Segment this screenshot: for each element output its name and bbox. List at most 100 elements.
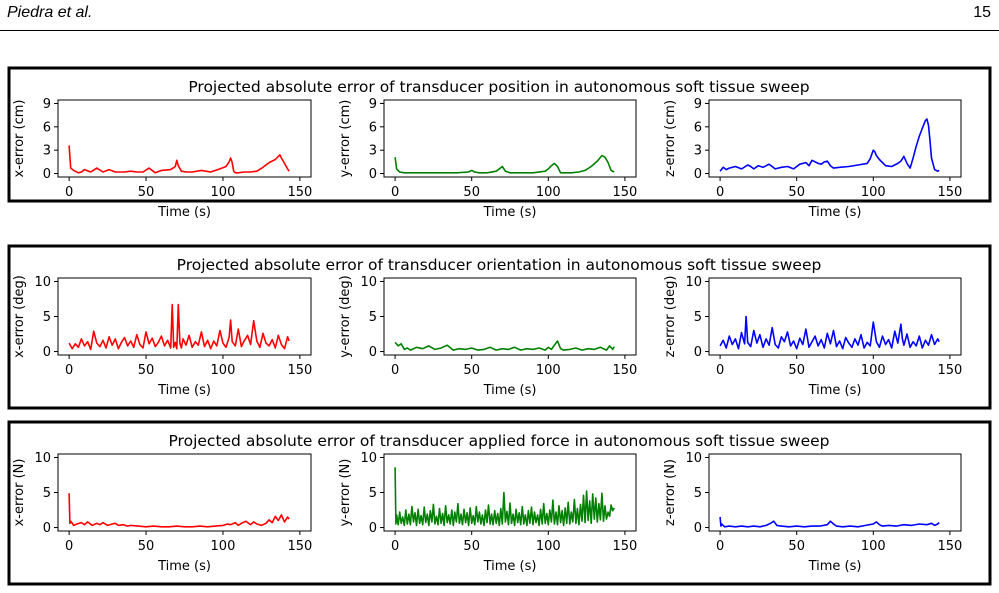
subplot-1-3: 0 50 100 150 0 3 6 9 Time (s) z-error (cm) [663,97,962,220]
x-tick-label: 150 [287,185,312,200]
y-tick-label: 3 [43,144,51,159]
x-axis-label: Time (s) [483,559,537,574]
figure-row-1: Projected absolute error of transducer p… [7,66,992,220]
x-tick-label: 50 [463,185,480,200]
x-tick-label: 100 [211,539,236,554]
axes-frame [383,277,637,356]
y-axis-label: z-error (cm) [663,100,678,177]
series-line [68,303,290,351]
y-tick-label: 0 [43,167,51,182]
y-tick-label: 0 [694,167,702,182]
x-axis-label: Time (s) [483,205,537,220]
x-tick-label: 0 [716,363,724,378]
x-tick-label: 100 [861,185,886,200]
series-line [68,145,290,174]
subplot-2-1: 0 50 100 150 0 5 10 Time (s) x-error (deg) [12,275,312,398]
y-axis-label: y-error (deg) [338,275,353,357]
y-tick-label: 3 [694,144,702,159]
x-tick-label: 100 [861,363,886,378]
axes-frame [383,99,637,178]
x-axis-label: Time (s) [808,559,862,574]
row-title: Projected absolute error of transducer p… [188,78,809,96]
x-tick-label: 0 [716,185,724,200]
x-tick-label: 50 [138,363,155,378]
figure-row-2: Projected absolute error of transducer o… [7,244,992,410]
y-tick-label: 9 [369,97,377,112]
y-tick-label: 0 [369,345,377,360]
y-axis-label: y-error (N) [338,459,353,527]
subplot-3-1: 0 50 100 150 0 5 10 Time (s) x-error (N) [12,451,312,574]
x-tick-label: 100 [211,363,236,378]
y-tick-label: 0 [43,521,51,536]
x-tick-label: 50 [463,539,480,554]
y-tick-label: 0 [369,167,377,182]
x-tick-label: 150 [937,185,962,200]
axes-frame [57,99,312,178]
y-axis-label: x-error (N) [12,459,27,527]
y-tick-label: 6 [43,120,51,135]
x-tick-label: 100 [861,539,886,554]
row-frame [7,244,992,410]
series-line [68,493,290,528]
subplot-1-1: 0 50 100 150 0 3 6 9 Time (s) x-error (cm) [12,97,312,220]
x-tick-label: 50 [463,363,480,378]
x-tick-label: 150 [287,539,312,554]
x-axis-label: Time (s) [808,383,862,398]
y-tick-label: 0 [694,345,702,360]
y-tick-label: 10 [360,275,377,290]
y-tick-label: 5 [694,310,702,325]
series-line [394,154,615,174]
x-tick-label: 0 [391,185,399,200]
series-line [394,467,615,527]
y-tick-label: 10 [685,451,702,466]
series-line [394,340,615,351]
y-tick-label: 5 [369,310,377,325]
x-axis-label: Time (s) [157,559,211,574]
y-tick-label: 3 [369,144,377,159]
x-tick-label: 0 [391,363,399,378]
x-tick-label: 100 [536,539,561,554]
y-tick-label: 5 [369,486,377,501]
x-tick-label: 50 [788,363,805,378]
x-tick-label: 150 [612,363,637,378]
row-frame [7,420,992,586]
y-tick-label: 5 [694,486,702,501]
y-tick-label: 10 [685,275,702,290]
x-tick-label: 150 [612,539,637,554]
axes-frame [57,277,312,356]
x-tick-label: 100 [536,363,561,378]
subplot-2-3: 0 50 100 150 0 5 10 Time (s) z-error (deg) [663,275,962,398]
y-axis-label: z-error (N) [663,459,678,526]
series-line [719,516,940,528]
y-axis-label: z-error (deg) [663,276,678,358]
running-header-authors: Piedra et al. [7,4,93,21]
x-tick-label: 50 [138,185,155,200]
y-tick-label: 0 [43,345,51,360]
x-tick-label: 50 [788,185,805,200]
subplot-2-2: 0 50 100 150 0 5 10 Time (s) y-error (deg) [338,275,637,398]
y-tick-label: 5 [43,310,51,325]
x-axis-label: Time (s) [483,383,537,398]
y-axis-label: x-error (cm) [12,100,27,178]
y-tick-label: 0 [694,521,702,536]
x-tick-label: 150 [612,185,637,200]
x-axis-label: Time (s) [157,205,211,220]
series-line [719,118,940,172]
y-tick-label: 10 [34,275,51,290]
x-tick-label: 0 [391,539,399,554]
y-tick-label: 9 [694,97,702,112]
y-tick-label: 0 [369,521,377,536]
axes-frame [383,453,637,532]
x-tick-label: 100 [211,185,236,200]
subplot-1-2: 0 50 100 150 0 3 6 9 Time (s) y-error (cm) [338,97,637,220]
y-tick-label: 10 [34,451,51,466]
subplot-3-3: 0 50 100 150 0 5 10 Time (s) z-error (N) [663,451,962,574]
x-tick-label: 150 [287,363,312,378]
figure-row-3: Projected absolute error of transducer a… [7,420,992,586]
y-tick-label: 6 [369,120,377,135]
page-number: 15 [973,4,991,21]
axes-frame [708,453,962,532]
y-tick-label: 6 [694,120,702,135]
subplot-3-2: 0 50 100 150 0 5 10 Time (s) y-error (N) [338,451,637,574]
